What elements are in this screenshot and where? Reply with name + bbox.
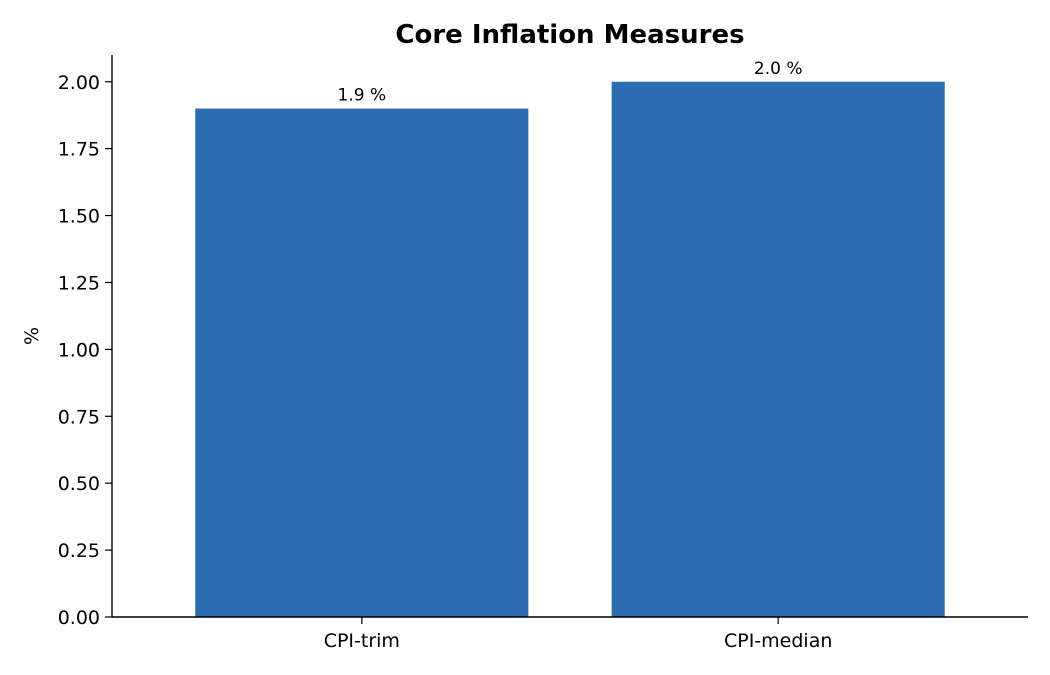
y-tick-label: 0.75 [58,406,100,428]
bar-cpi-trim [195,108,529,618]
y-tick-label: 1.50 [58,206,100,228]
chart-title: Core Inflation Measures [395,20,744,50]
y-tick-label: 1.75 [58,139,100,161]
x-tick-label: CPI-trim [324,630,400,652]
y-tick-label: 1.25 [58,272,100,294]
bar-value-label: 2.0 % [754,59,803,79]
x-ticks: CPI-trim CPI-median [324,617,832,652]
y-tick-label: 0.50 [58,473,100,495]
bar-cpi-median [611,81,945,617]
bar-value-label: 1.9 % [338,86,387,106]
y-axis-label: % [21,327,43,345]
y-tick-label: 2.00 [58,72,100,94]
x-tick-label: CPI-median [724,630,832,652]
y-tick-label: 0.00 [58,607,100,629]
y-ticks: 0.00 0.25 0.50 0.75 1.00 1.25 1.50 1.75 2.00 [58,72,112,629]
bars-layer [195,81,945,618]
value-labels: 1.9 % 2.0 % [338,59,803,106]
y-tick-label: 1.00 [58,339,100,361]
y-tick-label: 0.25 [58,540,100,562]
